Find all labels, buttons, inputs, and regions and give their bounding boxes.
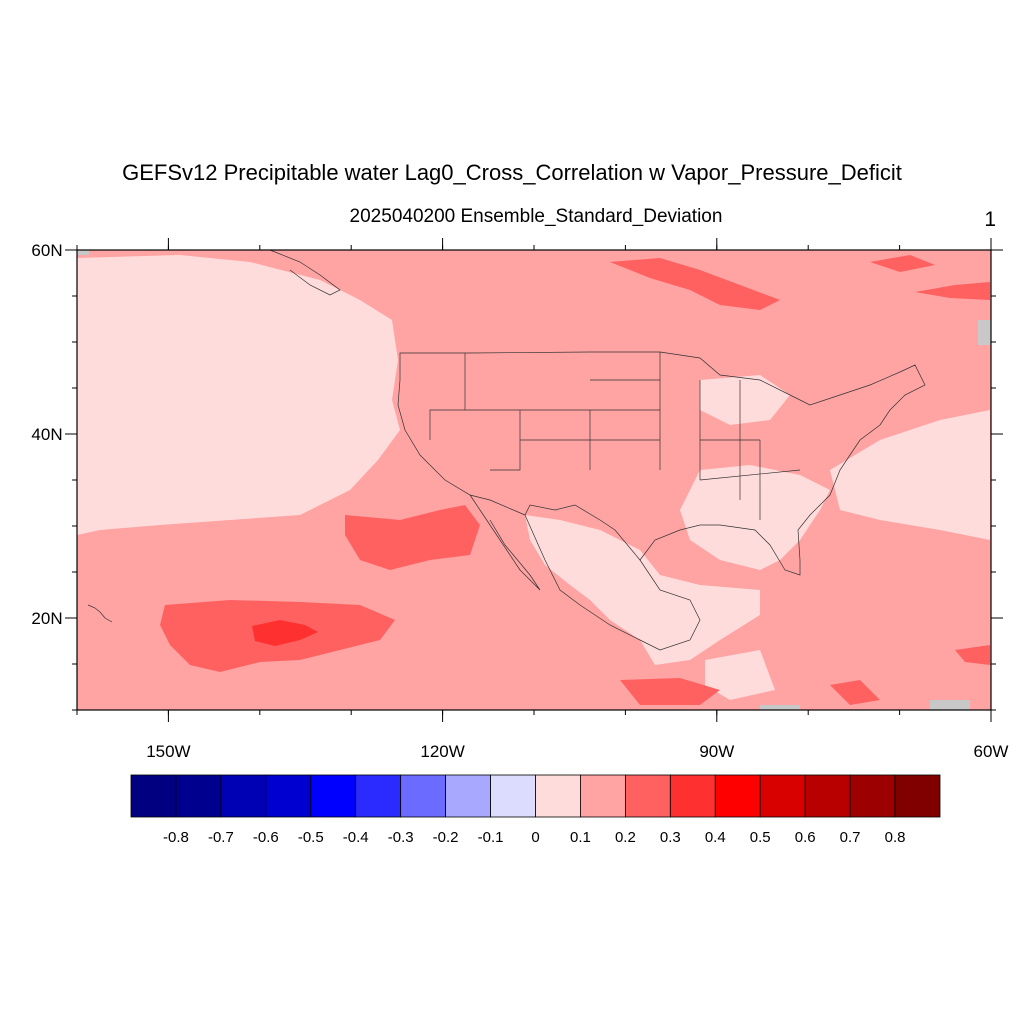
plot-subtitle: 2025040200 Ensemble_Standard_Deviation bbox=[350, 206, 723, 227]
axis-tick-labels: 150W 120W 90W 60W 60N 40N 20N bbox=[31, 241, 1008, 761]
atlantic-light-region bbox=[830, 410, 990, 540]
colorbar-swatch bbox=[490, 774, 536, 818]
southeast-us-light-region bbox=[680, 465, 830, 570]
mexico-outline bbox=[524, 514, 701, 651]
caribbean-patch bbox=[830, 680, 880, 705]
colorbar-swatch bbox=[400, 774, 447, 818]
colorbar: -0.8 -0.7 -0.6 -0.5 -0.4 -0.3 -0.2 -0.1 0 0.1 0.2 0… bbox=[130, 774, 941, 846]
contour-level-0-0.1 bbox=[77, 255, 990, 700]
colorbar-swatch bbox=[714, 774, 761, 818]
lon-tick-label: 150W bbox=[146, 742, 190, 761]
labrador-patch bbox=[915, 282, 990, 300]
colorbar-swatch bbox=[310, 774, 357, 818]
hawaii-islands bbox=[87, 604, 113, 623]
colorbar-swatch bbox=[535, 774, 581, 818]
colorbar-swatch bbox=[759, 774, 806, 818]
corner-label: 1 bbox=[984, 208, 996, 231]
colorbar-swatch bbox=[445, 774, 491, 818]
north-atlantic-patch-2 bbox=[870, 255, 935, 272]
colorbar-swatch bbox=[894, 774, 941, 818]
colorbar-label: -0.8 bbox=[163, 829, 189, 846]
baja-offshore-patch bbox=[345, 505, 480, 570]
lat-tick-label: 60N bbox=[31, 241, 62, 260]
state-lines-east bbox=[659, 352, 801, 520]
colorbar-label: 0.4 bbox=[705, 829, 726, 846]
pacific-light-region bbox=[77, 255, 400, 535]
colorbar-swatch bbox=[849, 774, 896, 818]
missing-data-mask bbox=[77, 250, 991, 710]
colorbar-swatch bbox=[804, 774, 851, 818]
colorbar-swatch bbox=[624, 774, 671, 818]
axis-ticks bbox=[65, 238, 1003, 722]
colorbar-label: -0.2 bbox=[433, 829, 459, 846]
colorbar-label: -0.4 bbox=[343, 829, 369, 846]
mexico-light-region bbox=[525, 515, 760, 665]
colorbar-label: 0.5 bbox=[750, 829, 771, 846]
colorbar-swatch bbox=[355, 774, 402, 818]
alaska-coast bbox=[269, 249, 341, 296]
colorbar-swatch bbox=[580, 774, 626, 818]
political-boundaries bbox=[87, 249, 926, 651]
colorbar-swatch bbox=[265, 774, 312, 818]
great-lakes-light-region bbox=[700, 375, 790, 425]
us-outline bbox=[397, 351, 926, 576]
contour-level-0.3-0.4 bbox=[252, 620, 318, 646]
atlantic-small-patch bbox=[955, 645, 990, 665]
baja-peninsula bbox=[469, 494, 541, 591]
colorbar-label: 0.7 bbox=[840, 829, 861, 846]
lat-tick-label: 20N bbox=[31, 609, 62, 628]
map-panel: 150W 120W 90W 60W 60N 40N 20N bbox=[31, 238, 1008, 761]
colorbar-swatch bbox=[175, 774, 222, 818]
colorbar-swatch bbox=[669, 774, 716, 818]
south-pacific-patch bbox=[620, 678, 720, 705]
plot-title: GEFSv12 Precipitable water Lag0_Cross_Co… bbox=[122, 160, 902, 185]
state-lines-west bbox=[429, 353, 660, 471]
colorbar-label: 0.8 bbox=[885, 829, 906, 846]
colorbar-label: -0.5 bbox=[298, 829, 324, 846]
colorbar-label: -0.3 bbox=[388, 829, 414, 846]
caribbean-light-region bbox=[705, 650, 775, 700]
lon-tick-label: 120W bbox=[420, 742, 464, 761]
colorbar-swatch bbox=[220, 774, 267, 818]
colorbar-label: -0.1 bbox=[478, 829, 504, 846]
lon-tick-label: 90W bbox=[699, 742, 734, 761]
colorbar-label: -0.7 bbox=[208, 829, 234, 846]
lat-tick-label: 40N bbox=[31, 425, 62, 444]
north-atlantic-patch-1 bbox=[610, 258, 780, 310]
lon-tick-label: 60W bbox=[974, 742, 1009, 761]
colorbar-label: 0.6 bbox=[795, 829, 816, 846]
colorbar-label: -0.6 bbox=[253, 829, 279, 846]
colorbar-swatch bbox=[130, 774, 177, 818]
colorbar-label: 0.1 bbox=[570, 829, 591, 846]
colorbar-label: 0 bbox=[531, 829, 539, 846]
colorbar-label: 0.3 bbox=[660, 829, 681, 846]
colorbar-label: 0.2 bbox=[615, 829, 636, 846]
